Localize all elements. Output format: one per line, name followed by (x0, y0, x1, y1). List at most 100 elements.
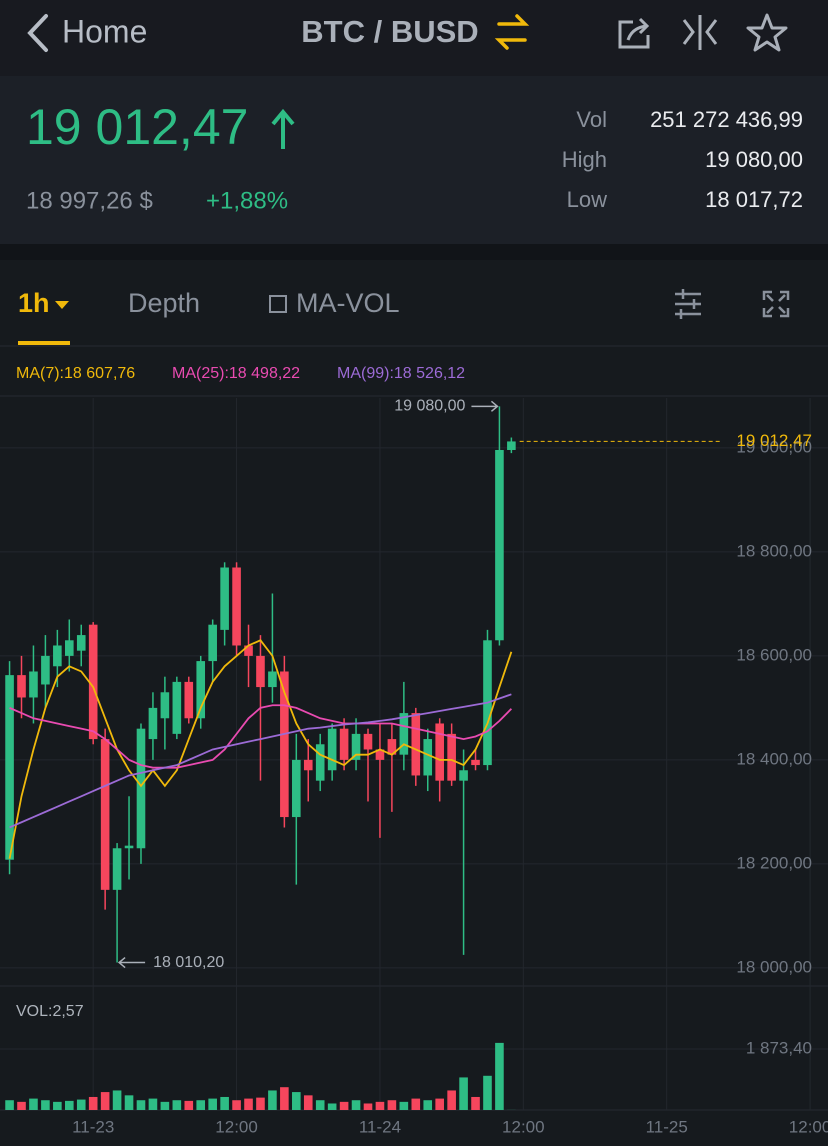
candle-body (76, 635, 86, 651)
y-tick-label: 18 000,00 (736, 957, 812, 976)
stat-value: 251 272 436,99 (650, 107, 803, 132)
candle-body (232, 567, 241, 646)
legend-entry: MA(99):18 526,12 (337, 365, 465, 382)
volume-bar (423, 1100, 433, 1110)
candle-body (53, 645, 62, 667)
candle-body (315, 744, 325, 781)
volume-bar (172, 1100, 182, 1110)
moving-average (9, 693, 512, 829)
candle-body (351, 733, 361, 760)
volume-bar (447, 1090, 456, 1110)
volume-bar (232, 1100, 241, 1110)
stat-value: 19 080,00 (705, 147, 803, 172)
y-tick-label: 18 400,00 (736, 749, 812, 768)
low-label: 18 010,20 (153, 954, 224, 971)
candle-body (435, 723, 444, 781)
candle-body (327, 728, 337, 771)
candle-body (507, 441, 516, 450)
volume-bar (459, 1077, 468, 1110)
volume-bar (471, 1096, 480, 1110)
volume-bar (196, 1100, 206, 1110)
volume-bar (184, 1100, 194, 1110)
candle-body (459, 770, 468, 781)
volume-bar (160, 1101, 170, 1110)
legend-entry: MA(25):18 498,22 (172, 365, 300, 382)
back-icon (27, 14, 48, 52)
x-tick-label: 12:00 (789, 1117, 828, 1136)
volume-bar (495, 1042, 504, 1110)
volume-bar (41, 1100, 50, 1110)
candle-body (184, 681, 194, 719)
volume-bar (315, 1100, 325, 1110)
volume-bar (280, 1087, 289, 1110)
candle-body (375, 749, 385, 760)
candle-body (495, 449, 504, 641)
settings-icon[interactable] (675, 289, 701, 319)
moving-average (9, 704, 513, 769)
volume-bar (268, 1090, 277, 1110)
share-icon[interactable] (618, 17, 650, 49)
high-arrow (471, 400, 499, 412)
candle-body (208, 624, 217, 662)
indicator-tab[interactable]: MA-VOL (269, 288, 400, 318)
candle-body (363, 733, 373, 750)
volume-bar (303, 1095, 313, 1110)
chart-panel (0, 260, 828, 1146)
volume-bar (112, 1090, 122, 1110)
volume-bar (76, 1099, 86, 1110)
stat-value: 18 017,72 (705, 187, 803, 212)
candle-body (423, 739, 433, 776)
indicator-icon (269, 295, 287, 313)
low-arrow (117, 956, 146, 969)
candle-body (196, 661, 206, 719)
up-arrow (271, 108, 295, 149)
candle-body (268, 671, 277, 688)
volume-bar (292, 1092, 301, 1110)
candle-body (160, 692, 170, 719)
back-label: Home (62, 13, 147, 49)
x-tick-label: 12:00 (502, 1117, 545, 1136)
candle-body (303, 759, 313, 771)
favorite-icon[interactable] (746, 13, 788, 52)
volume-bar (244, 1098, 253, 1110)
candle-body (280, 671, 289, 818)
change-percent: +1,88% (206, 187, 288, 214)
candle-body (387, 739, 397, 755)
last-price-label: 19 012,47 (736, 431, 812, 450)
volume-bar (17, 1101, 26, 1110)
candle-body (88, 624, 98, 740)
volume-bar (29, 1098, 38, 1110)
volume-bar (136, 1100, 146, 1110)
x-tick-label: 11-24 (359, 1117, 401, 1136)
volume-bar (339, 1101, 349, 1110)
stats: Vol 251 272 436,99 High 19 080,00 Low 18 017,… (562, 107, 803, 212)
interval-tab[interactable]: 1h (18, 288, 70, 345)
candle-body (256, 655, 265, 688)
stat-label: Low (567, 187, 607, 212)
candle-body (136, 728, 146, 849)
volume-bar (363, 1103, 373, 1110)
candle-body (172, 681, 182, 734)
candle-body (148, 707, 158, 740)
candle-body (411, 713, 421, 776)
candle-body (29, 671, 38, 698)
x-tick-label: 11-25 (646, 1117, 688, 1136)
volume-title: VOL:2,57 (16, 1003, 84, 1020)
compare-icon[interactable] (682, 15, 718, 50)
tab-underline (18, 341, 70, 345)
volume-bar (53, 1101, 62, 1110)
high-label: 19 080,00 (394, 398, 465, 415)
volume-bar (411, 1098, 421, 1110)
volume-bar (483, 1075, 492, 1110)
swap-icon[interactable] (494, 14, 530, 50)
y-tick-label: 18 800,00 (736, 541, 812, 560)
fullscreen-icon[interactable] (762, 290, 790, 318)
volume-bar (64, 1100, 74, 1110)
back-button[interactable]: Home (27, 13, 147, 52)
pair-title: BTC / BUSD (301, 14, 478, 49)
tab-label[interactable]: Depth (128, 288, 200, 318)
legend-entry: MA(7):18 607,76 (16, 365, 135, 382)
tab-label: 1h (18, 288, 50, 318)
